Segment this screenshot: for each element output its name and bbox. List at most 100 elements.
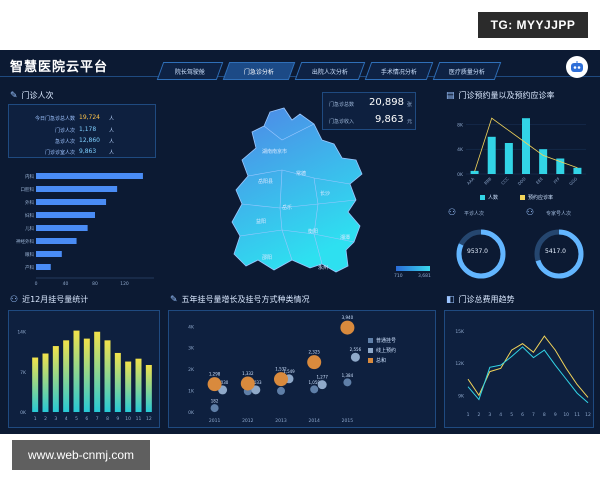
- x-tick-label: 2011: [209, 418, 221, 424]
- revenue-unit: 元: [407, 119, 413, 125]
- donut-charts: [456, 229, 584, 279]
- month-bar: [73, 330, 80, 412]
- bubble-label: 1,298: [209, 372, 221, 377]
- month-bar: [104, 340, 111, 412]
- y-tick-label: 7K: [20, 370, 27, 376]
- x-tick-label: 2014: [308, 418, 320, 424]
- x-tick-label: 120: [120, 281, 129, 287]
- visits-unit: 张: [407, 102, 413, 108]
- watermark-bottom: www.web-cnmj.com: [12, 440, 150, 470]
- month-bar: [94, 331, 101, 412]
- y-tick-label: 0K: [20, 410, 27, 416]
- x-tick-label: 6: [85, 416, 88, 422]
- region-label: 岳阳县: [258, 179, 274, 185]
- department-label: 产科: [25, 264, 34, 271]
- x-tick-label: 4: [499, 412, 502, 418]
- legend-label: 普通挂号: [376, 337, 396, 344]
- stat-label: 门诊诊室人次: [44, 150, 75, 156]
- donut-label: 平诊人次: [464, 211, 485, 217]
- x-tick-label: 1: [34, 416, 37, 422]
- department-label: 妇科: [25, 212, 34, 219]
- pen-icon: ✎: [170, 294, 178, 305]
- bubble: [343, 378, 352, 387]
- robot-icon[interactable]: [566, 56, 588, 78]
- trend-line: [467, 346, 589, 404]
- x-tick-label: EEE: [535, 176, 544, 185]
- bubble-label: 1,058: [308, 380, 320, 385]
- department-label: 儿科: [25, 225, 34, 232]
- visits-value: 20,898: [369, 97, 404, 108]
- appointment-bar: [522, 118, 530, 174]
- map-summary: 门急诊总数 20,898 张 门急诊收入 9,863 元: [322, 92, 416, 130]
- month-bar: [125, 361, 132, 412]
- region-label: 湘潭: [340, 235, 351, 241]
- legend-swatch: [368, 348, 373, 353]
- region-label: 常德: [296, 171, 307, 177]
- legend-swatch: [520, 195, 525, 200]
- appointment-bar: [504, 143, 513, 174]
- user-icon: ⚇: [10, 294, 19, 305]
- x-tick-label: 2: [477, 412, 480, 418]
- bubble: [310, 385, 319, 394]
- revenue-label: 门急诊收入: [329, 119, 355, 125]
- region-label: 永州: [318, 265, 329, 271]
- x-tick-label: 2015: [342, 418, 354, 424]
- y-tick-label: 14K: [17, 330, 27, 336]
- legend-swatch: [480, 195, 485, 200]
- y-tick-label: 15K: [455, 329, 465, 335]
- region-label: 岳乐: [282, 205, 293, 211]
- appointment-title-text: 门诊预约量以及预约应诊率: [458, 91, 555, 100]
- donut-arc: [534, 229, 584, 279]
- month-bar: [32, 357, 39, 412]
- stat-value: 19,724: [79, 114, 100, 121]
- growth5-title: ✎ 五年挂号量增长及挂号方式种类情况: [170, 294, 310, 305]
- tab-discharge[interactable]: 出院人次分析: [294, 62, 366, 80]
- scale-max: 3,681: [418, 274, 431, 279]
- scale-min: 710: [394, 274, 403, 279]
- bubble-label: 1,532: [275, 367, 287, 372]
- x-tick-label: 10: [125, 416, 131, 422]
- tab-dashboard[interactable]: 院长驾驶舱: [156, 62, 224, 80]
- x-tick-label: 2: [44, 416, 47, 422]
- x-tick-label: FFF: [553, 176, 562, 185]
- department-label: 内科: [25, 173, 34, 180]
- x-tick-label: 0: [35, 281, 38, 287]
- bubble-label: 2,325: [308, 350, 320, 355]
- y-tick-label: 4K: [188, 324, 195, 330]
- stat-value: 1,178: [79, 126, 97, 133]
- chart-icon: ◧: [446, 294, 455, 305]
- month-bar: [114, 352, 121, 412]
- page-title: 智慧医院云平台: [10, 60, 109, 75]
- region-label: 衡阳: [308, 229, 319, 235]
- rate-line: [474, 117, 578, 172]
- outpatient-title-text: 门诊人次: [21, 91, 54, 100]
- appointment-chart: 0K 4K 8K AAA BBB CCC DDD EEE FFF GGG: [457, 117, 586, 186]
- province-map: [231, 107, 363, 273]
- revenue-value: 9,863: [375, 114, 404, 125]
- bubble-label: 1,332: [242, 371, 254, 376]
- department-bar: [36, 199, 107, 205]
- department-bar: [36, 173, 143, 179]
- region-label: 湖南南京市: [262, 149, 288, 155]
- donut-arc: [456, 229, 506, 279]
- x-tick-label: 5: [510, 412, 513, 418]
- x-tick-label: CCC: [500, 176, 510, 186]
- tab-surgery[interactable]: 手术情况分析: [364, 62, 434, 80]
- tab-outpatient[interactable]: 门急诊分析: [222, 62, 296, 80]
- registration12-title-text: 近12月挂号量统计: [22, 295, 89, 304]
- x-tick-label: 9: [554, 412, 557, 418]
- stat-value: 12,860: [79, 137, 100, 144]
- pen-icon: ✎: [10, 90, 18, 101]
- x-tick-label: 12: [585, 412, 591, 418]
- x-tick-label: 11: [574, 412, 580, 418]
- month-bar: [42, 353, 49, 412]
- bubble: [251, 385, 261, 395]
- bubble: [207, 377, 222, 392]
- trend-line: [467, 335, 589, 398]
- region-label: 益阳: [256, 219, 267, 225]
- x-tick-label: 7: [96, 416, 99, 422]
- x-tick-label: GGG: [568, 176, 578, 186]
- tab-quality[interactable]: 医疗质量分析: [432, 62, 502, 80]
- y-tick-label: 0K: [457, 172, 464, 178]
